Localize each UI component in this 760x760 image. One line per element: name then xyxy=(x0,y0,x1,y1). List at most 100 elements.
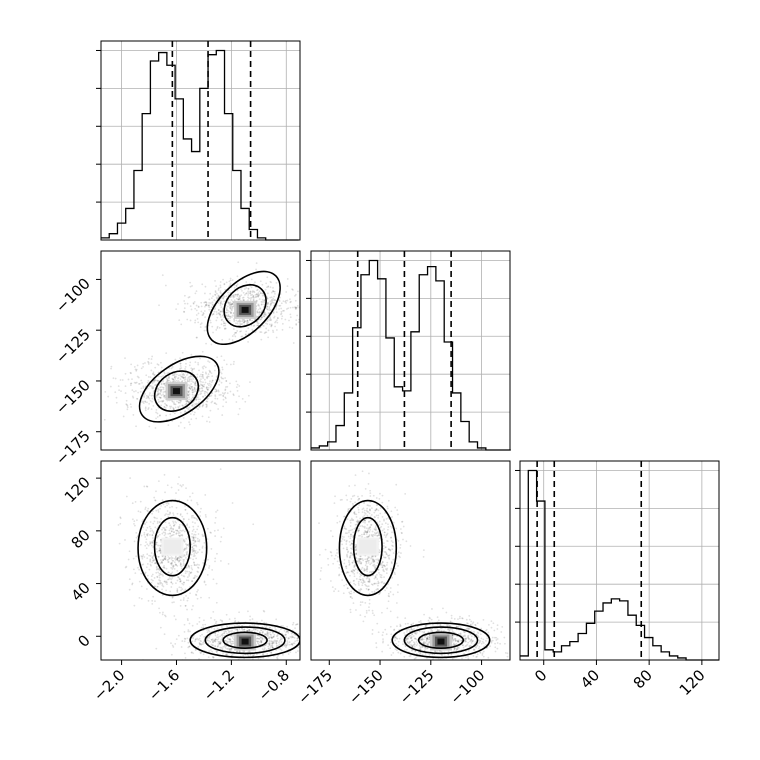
sample-point xyxy=(226,311,229,314)
sample-point xyxy=(301,635,303,637)
sample-point xyxy=(470,638,473,641)
sample-point xyxy=(230,642,233,645)
sample-point xyxy=(214,516,217,519)
sample-point xyxy=(167,377,170,380)
sample-point xyxy=(453,647,456,650)
sample-point xyxy=(199,398,201,401)
sample-point xyxy=(232,328,235,330)
sample-point xyxy=(195,309,198,312)
sample-point xyxy=(344,532,347,535)
sample-point xyxy=(201,390,203,392)
sample-point xyxy=(219,310,222,313)
sample-point xyxy=(188,645,191,648)
sample-point xyxy=(254,628,257,631)
sample-point xyxy=(246,319,249,322)
sample-point xyxy=(395,637,398,640)
sample-point xyxy=(225,613,228,616)
sample-point xyxy=(369,501,372,503)
sample-point xyxy=(257,640,260,643)
sample-point xyxy=(177,532,180,535)
sample-point xyxy=(191,521,194,523)
sample-point xyxy=(422,638,425,641)
sample-point xyxy=(232,312,235,315)
sample-point xyxy=(426,636,429,639)
sample-point xyxy=(285,630,288,632)
sample-point xyxy=(161,561,164,563)
sample-point xyxy=(216,638,218,641)
sample-point xyxy=(296,623,299,626)
sample-point xyxy=(197,589,199,591)
sample-point xyxy=(185,551,188,554)
sample-point xyxy=(230,309,233,312)
sample-point xyxy=(163,580,166,583)
sample-point xyxy=(187,579,190,582)
sample-point xyxy=(183,555,186,557)
sample-point xyxy=(219,284,222,287)
sample-point xyxy=(454,640,457,643)
sample-point xyxy=(189,376,192,378)
sample-point xyxy=(183,311,186,313)
sample-point xyxy=(467,641,470,644)
sample-point xyxy=(215,388,218,391)
sample-point xyxy=(270,324,273,327)
sample-point xyxy=(274,299,276,301)
sample-point xyxy=(184,378,187,380)
sample-point xyxy=(136,364,139,367)
sample-point xyxy=(248,297,250,300)
sample-point xyxy=(175,533,178,535)
sample-point xyxy=(252,296,255,298)
sample-point xyxy=(495,636,498,639)
sample-point xyxy=(180,323,183,326)
sample-point xyxy=(405,639,408,642)
sample-point xyxy=(168,513,171,516)
sample-point xyxy=(203,310,206,312)
sample-point xyxy=(156,568,159,570)
sample-point xyxy=(289,651,292,654)
sample-point xyxy=(238,611,240,614)
sample-point xyxy=(465,644,468,647)
sample-point xyxy=(320,567,323,569)
sample-point xyxy=(364,519,366,522)
sample-point xyxy=(495,639,498,641)
sample-point xyxy=(267,336,270,339)
sample-point xyxy=(158,549,161,552)
sample-point xyxy=(203,580,206,583)
sample-point xyxy=(202,404,205,406)
sample-point xyxy=(236,628,239,631)
sample-point xyxy=(182,581,185,584)
sample-point xyxy=(463,639,466,642)
sample-point xyxy=(478,645,481,648)
sample-point xyxy=(201,283,204,286)
sample-point xyxy=(431,608,433,610)
sample-point xyxy=(151,599,154,602)
sample-point xyxy=(151,512,154,515)
sample-point xyxy=(214,522,216,524)
sample-point xyxy=(442,607,444,610)
sample-point xyxy=(271,642,274,645)
sample-point xyxy=(157,544,160,547)
sample-point xyxy=(146,563,149,565)
sample-point xyxy=(249,290,252,293)
sample-point xyxy=(439,623,442,626)
sample-point xyxy=(242,321,245,324)
sample-point xyxy=(472,639,474,642)
sample-point xyxy=(206,388,209,391)
sample-point xyxy=(189,319,192,322)
sample-point xyxy=(316,623,318,625)
sample-point xyxy=(256,310,259,313)
sample-point xyxy=(201,371,204,374)
sample-point xyxy=(195,544,197,547)
sample-point xyxy=(172,533,175,536)
sample-point xyxy=(163,534,166,537)
sample-point xyxy=(479,640,482,642)
sample-point xyxy=(177,482,179,485)
sample-point xyxy=(243,318,246,321)
sample-point xyxy=(251,290,254,292)
sample-point xyxy=(190,378,193,381)
sample-point xyxy=(270,636,273,639)
sample-point xyxy=(207,639,210,642)
sample-point xyxy=(258,290,261,293)
sample-point xyxy=(145,374,148,377)
sample-point xyxy=(270,634,272,636)
sample-point xyxy=(229,303,232,306)
